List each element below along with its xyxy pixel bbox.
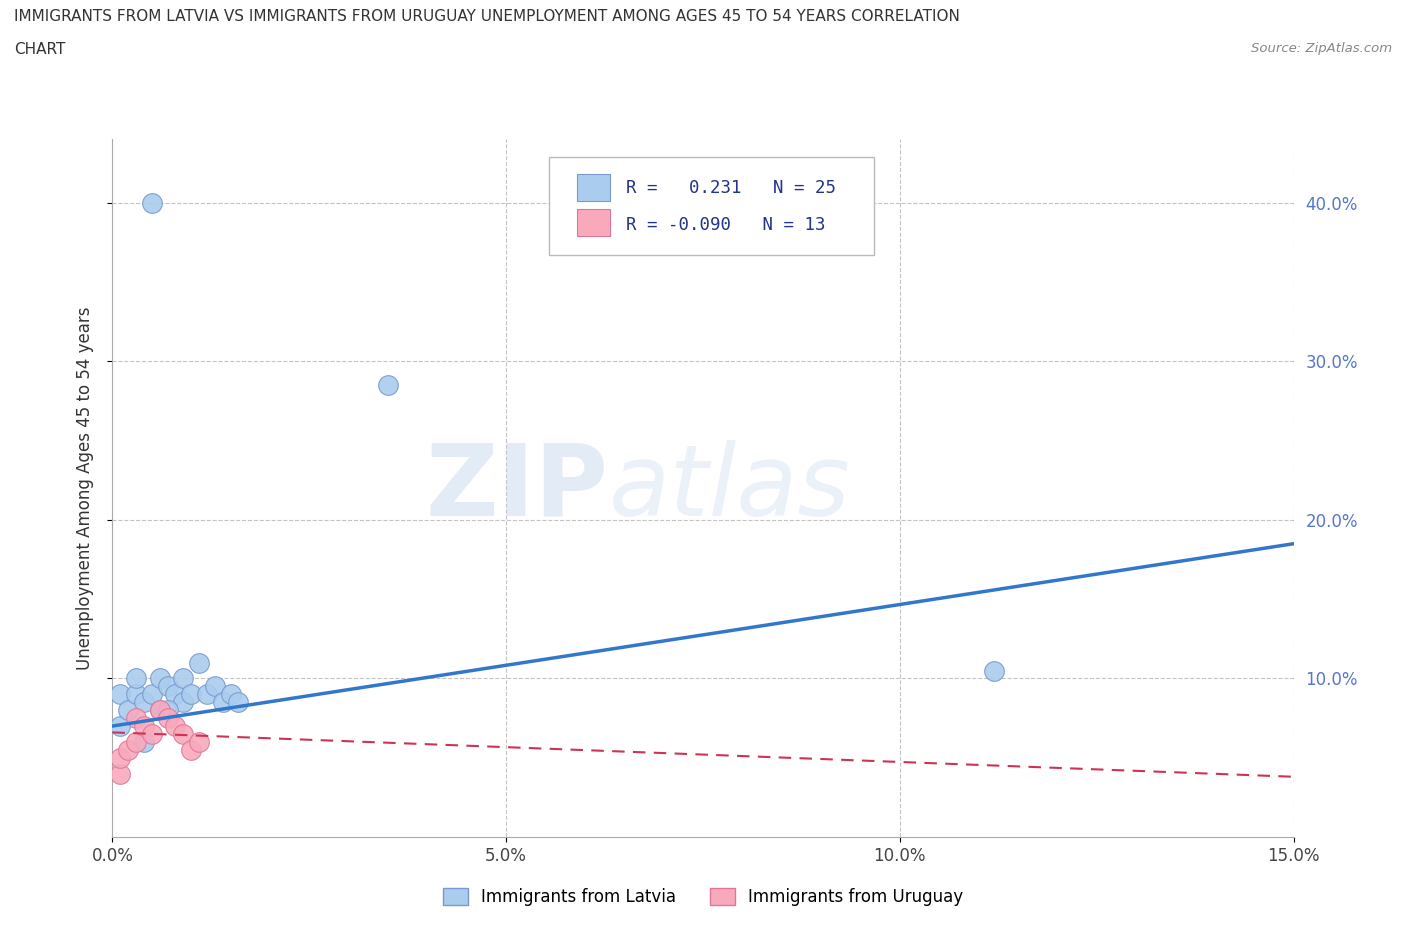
Point [117,703,139,718]
Point [110,687,132,702]
Point [117,742,139,757]
Point [983,663,1005,678]
Point [172,695,194,710]
Point [141,726,163,741]
Point [149,703,172,718]
Point [110,766,132,781]
FancyBboxPatch shape [576,175,610,201]
Point [211,695,233,710]
Point [188,655,211,670]
Y-axis label: Unemployment Among Ages 45 to 54 years: Unemployment Among Ages 45 to 54 years [76,307,94,670]
FancyBboxPatch shape [576,209,610,236]
Point [156,679,179,694]
Point [228,695,250,710]
Point [165,687,187,702]
Point [165,719,187,734]
Point [141,195,163,210]
Text: Source: ZipAtlas.com: Source: ZipAtlas.com [1251,42,1392,55]
Point [141,687,163,702]
Point [110,751,132,765]
Text: atlas: atlas [609,440,851,537]
Point [132,735,155,750]
Point [125,735,148,750]
Point [156,711,179,725]
Point [180,742,202,757]
Text: CHART: CHART [14,42,66,57]
Text: R =   0.231   N = 25: R = 0.231 N = 25 [626,179,837,197]
Point [125,711,148,725]
Point [125,671,148,686]
Point [149,671,172,686]
Point [132,695,155,710]
Point [132,719,155,734]
Text: IMMIGRANTS FROM LATVIA VS IMMIGRANTS FROM URUGUAY UNEMPLOYMENT AMONG AGES 45 TO : IMMIGRANTS FROM LATVIA VS IMMIGRANTS FRO… [14,9,960,24]
FancyBboxPatch shape [550,157,875,255]
Point [195,687,218,702]
Text: R = -0.090   N = 13: R = -0.090 N = 13 [626,216,825,233]
Point [110,719,132,734]
Point [172,726,194,741]
Point [149,703,172,718]
Point [188,735,211,750]
Text: ZIP: ZIP [426,440,609,537]
Point [180,687,202,702]
Point [172,671,194,686]
Legend: Immigrants from Latvia, Immigrants from Uruguay: Immigrants from Latvia, Immigrants from … [436,881,970,912]
Point [219,687,242,702]
Point [204,679,226,694]
Point [377,378,399,392]
Point [156,703,179,718]
Point [125,687,148,702]
